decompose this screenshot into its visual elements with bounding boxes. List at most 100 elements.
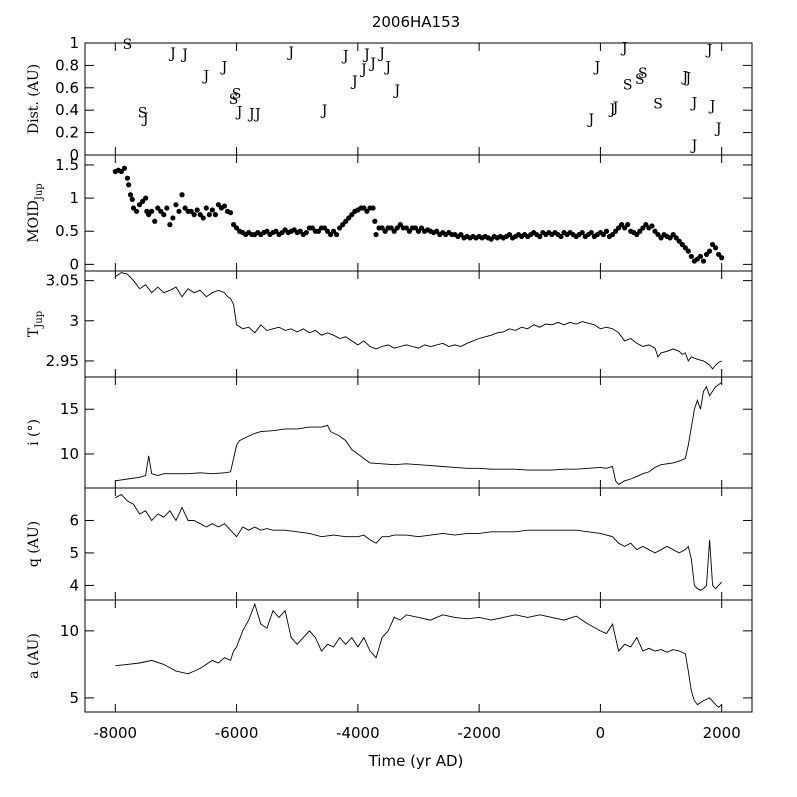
x-tick-label: -2000 xyxy=(457,724,501,742)
data-point xyxy=(227,210,234,216)
data-point xyxy=(655,231,661,238)
data-point-J: J xyxy=(359,62,367,78)
y-axis-label-semi: a (AU) xyxy=(26,633,42,679)
panel-peri: 4 5 6 q (AU) xyxy=(26,487,753,601)
data-point-J: J xyxy=(235,104,243,120)
data-point xyxy=(382,228,388,234)
data-point xyxy=(194,207,200,213)
data-point xyxy=(309,225,315,231)
data-point-J: J xyxy=(247,107,255,123)
data-point xyxy=(327,231,334,238)
data-point xyxy=(209,207,215,213)
data-point xyxy=(388,225,394,231)
y-tick-label-peri: 6 xyxy=(69,511,79,529)
y-tick-label-dist: 0.4 xyxy=(55,101,79,119)
data-point xyxy=(124,175,131,181)
data-point-S: S xyxy=(138,105,148,121)
data-point xyxy=(188,208,194,214)
data-point xyxy=(637,228,643,234)
x-axis: -8000 -6000 -4000 -2000 0 2000 xyxy=(94,724,741,742)
data-point-J: J xyxy=(690,95,698,111)
series-line-peri xyxy=(115,493,723,591)
data-point xyxy=(713,245,719,251)
data-point xyxy=(361,205,367,211)
x-axis-label: Time (yr AD) xyxy=(368,752,464,770)
y-axis-label-tjup: TJup xyxy=(26,311,45,337)
data-point xyxy=(643,222,649,228)
data-point xyxy=(321,225,328,231)
panel-moid: 0 0.5 1 1.5 MOIDJup xyxy=(26,154,753,273)
x-tick-label: -8000 xyxy=(94,724,138,742)
x-tick-label: -6000 xyxy=(215,724,259,742)
data-point xyxy=(118,168,124,175)
data-point xyxy=(394,225,400,231)
data-point xyxy=(273,228,279,234)
data-point xyxy=(176,208,182,214)
data-point xyxy=(616,225,622,231)
panel-frame-semi xyxy=(84,599,753,713)
data-point-J: J xyxy=(620,40,628,56)
data-point xyxy=(233,225,240,231)
series-line-semi xyxy=(115,602,722,708)
data-point xyxy=(170,215,176,221)
data-point xyxy=(215,202,221,208)
data-point xyxy=(161,212,167,218)
data-point xyxy=(133,208,140,214)
data-point xyxy=(685,248,691,254)
data-point xyxy=(349,212,355,218)
y-tick-label-tjup: 2.95 xyxy=(46,352,79,370)
data-point-J: J xyxy=(253,107,261,123)
y-tick-label-dist: 0 xyxy=(69,146,79,164)
data-point xyxy=(558,233,564,240)
data-point xyxy=(379,225,385,231)
data-point xyxy=(391,228,397,234)
data-point xyxy=(206,212,212,218)
data-point xyxy=(331,228,337,234)
data-point xyxy=(373,231,379,238)
data-point-J: J xyxy=(608,102,616,118)
data-point xyxy=(649,223,655,229)
data-point-J: J xyxy=(362,47,370,63)
data-point-J: J xyxy=(587,112,595,128)
data-point xyxy=(703,251,710,258)
panel-incl: 10 15 i (°) xyxy=(26,376,753,489)
data-point xyxy=(670,231,676,238)
data-point xyxy=(697,253,704,260)
y-tick-label-dist: 0.8 xyxy=(55,56,79,74)
data-point xyxy=(579,229,585,236)
data-point xyxy=(603,228,610,234)
data-point xyxy=(167,222,173,228)
y-tick-label-moid: 0.5 xyxy=(55,222,79,240)
data-point-J: J xyxy=(392,83,400,99)
series-line-tjup xyxy=(115,272,722,370)
data-point xyxy=(230,222,237,228)
data-point xyxy=(149,208,155,214)
data-point-J: J xyxy=(684,71,692,87)
data-point xyxy=(506,231,513,238)
data-point-J: J xyxy=(714,121,722,137)
data-point xyxy=(679,241,685,248)
data-point-S: S xyxy=(623,77,633,93)
data-point xyxy=(182,205,188,211)
data-point xyxy=(673,235,679,241)
y-tick-label-peri: 5 xyxy=(69,544,79,562)
data-point xyxy=(412,225,419,231)
data-point-J: J xyxy=(593,60,601,76)
data-point xyxy=(343,218,349,224)
data-point xyxy=(197,212,203,218)
data-point xyxy=(415,228,422,234)
data-point xyxy=(612,228,619,234)
data-point xyxy=(619,222,625,228)
data-point xyxy=(622,225,628,231)
data-point xyxy=(600,231,607,238)
y-tick-label-dist: 0.6 xyxy=(55,79,79,97)
data-point-J: J xyxy=(201,68,209,84)
data-point xyxy=(191,212,197,218)
data-point xyxy=(688,253,694,260)
data-point xyxy=(370,205,376,211)
data-point-J: J xyxy=(708,99,716,115)
data-point xyxy=(700,258,707,264)
data-point xyxy=(164,205,170,211)
data-point-S: S xyxy=(123,37,133,53)
